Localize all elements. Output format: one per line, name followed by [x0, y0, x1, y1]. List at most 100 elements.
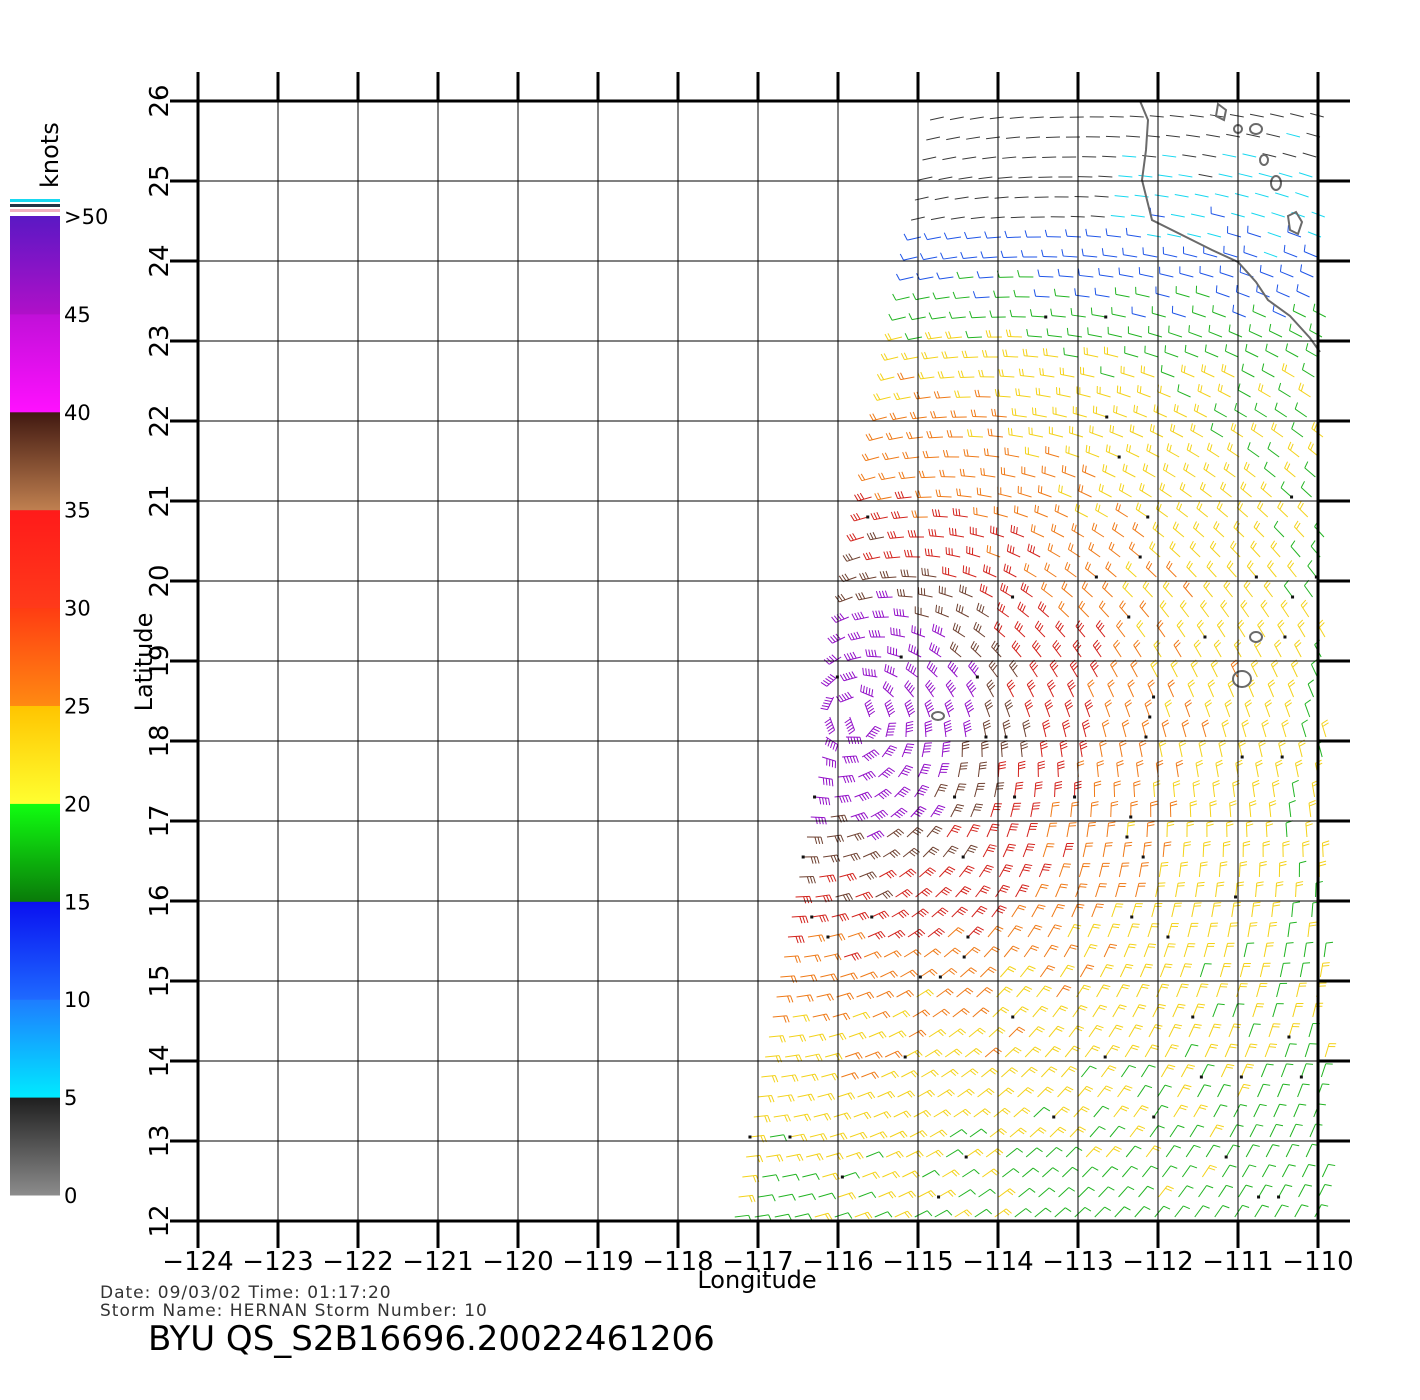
- wind-barb-feather: [1151, 662, 1158, 668]
- wind-barb: [1206, 566, 1217, 578]
- wind-barb: [1199, 605, 1210, 618]
- wind-barb: [886, 556, 901, 559]
- wind-barb-feather: [933, 812, 941, 816]
- wind-barb: [1037, 1086, 1048, 1098]
- wind-barb: [1044, 354, 1059, 358]
- wind-barb-feather: [1310, 540, 1316, 547]
- wind-barb: [1005, 1147, 1018, 1158]
- wind-barb-feather: [1005, 329, 1009, 337]
- wind-barb-feather: [951, 1171, 958, 1177]
- wind-barb: [1095, 625, 1106, 638]
- wind-barb: [1186, 566, 1197, 578]
- wind-barb: [963, 723, 967, 738]
- wind-barb-feather: [861, 793, 867, 801]
- wind-barb-feather: [1283, 244, 1286, 252]
- wind-barb: [1196, 983, 1202, 998]
- wind-barb: [950, 647, 962, 658]
- wind-barb: [915, 612, 929, 618]
- wind-barb-feather: [935, 489, 939, 497]
- wind-barb-feather: [954, 645, 959, 653]
- wind-barb-feather: [899, 929, 906, 936]
- wind-barb-feather: [1114, 642, 1121, 649]
- wind-barb: [993, 1107, 1005, 1118]
- wind-barb-feather: [887, 890, 894, 897]
- wind-barb-feather: [862, 685, 865, 693]
- wind-barb: [1237, 1084, 1245, 1098]
- wind-barb-feather: [918, 490, 922, 498]
- wind-barb-feather: [1082, 722, 1090, 727]
- wind-barb-feather: [1083, 725, 1091, 730]
- wind-barb-feather: [892, 970, 898, 977]
- wind-barb-feather: [1108, 682, 1115, 688]
- wind-barb-feather: [929, 430, 933, 438]
- wind-barb-feather: [899, 253, 904, 261]
- wind-barb-feather: [1255, 759, 1263, 764]
- wind-barb-feather: [1262, 1204, 1269, 1208]
- wind-barb-feather: [858, 592, 863, 600]
- wind-barb: [1017, 607, 1030, 618]
- wind-barb-feather: [1005, 349, 1008, 357]
- wind-barb-feather: [871, 630, 875, 638]
- wind-barb-feather: [1178, 503, 1183, 511]
- wind-barb: [1067, 684, 1075, 698]
- wind-barb-feather: [1201, 364, 1204, 372]
- wind-barb: [1109, 1125, 1120, 1138]
- wind-barb-feather: [895, 830, 902, 836]
- wind-barb-feather: [1202, 722, 1210, 727]
- wind-barb: [1189, 114, 1204, 118]
- wind-barb-feather: [903, 352, 908, 360]
- wind-barb-feather: [930, 1071, 937, 1077]
- wind-barb-feather: [906, 569, 909, 577]
- wind-barb: [876, 396, 891, 401]
- wind-barb-feather: [935, 948, 942, 954]
- wind-barb-feather: [907, 1091, 913, 1098]
- wind-barb: [1261, 369, 1275, 378]
- wind-barb-feather: [1052, 804, 1060, 807]
- wind-barb-feather: [870, 770, 876, 778]
- wind-barb-feather: [904, 680, 910, 687]
- wind-barb-feather: [1055, 1028, 1063, 1032]
- wind-barb: [1087, 924, 1095, 938]
- wind-barb: [952, 629, 966, 638]
- wind-barb-feather: [1077, 1128, 1084, 1133]
- wind-barb: [909, 1130, 923, 1138]
- wind-barb-feather: [1125, 464, 1128, 473]
- wind-barb-feather: [873, 952, 879, 959]
- wind-barb: [1083, 255, 1098, 258]
- wind-barb-feather: [1025, 985, 1033, 990]
- wind-barb-feather: [1068, 682, 1075, 688]
- wind-barb: [902, 1170, 916, 1178]
- wind-barb: [1110, 214, 1125, 218]
- wind-barb: [904, 1049, 918, 1058]
- wind-barb-feather: [1041, 249, 1044, 257]
- wind-barb: [973, 628, 986, 638]
- wind-barb: [1180, 1064, 1189, 1078]
- wind-barb-feather: [951, 968, 958, 974]
- wind-barb: [1124, 352, 1139, 358]
- wind-barb: [788, 1034, 803, 1038]
- wind-barb: [1215, 763, 1219, 778]
- wind-barb-feather: [832, 742, 836, 750]
- wind-barb-feather: [1069, 946, 1077, 950]
- wind-barb-feather: [1091, 801, 1099, 804]
- wind-barb-feather: [1105, 1085, 1113, 1090]
- wind-barb: [1237, 624, 1246, 638]
- wind-barb-feather: [886, 992, 892, 999]
- wind-barb-feather: [1169, 444, 1172, 452]
- wind-barb: [824, 953, 838, 958]
- wind-barb: [1030, 803, 1034, 818]
- wind-barb-feather: [1058, 600, 1063, 608]
- wind-barb-feather: [1105, 228, 1108, 236]
- wind-barb: [1098, 175, 1113, 178]
- wind-barb-feather: [1221, 719, 1229, 725]
- wind-barb-feather: [1020, 743, 1028, 747]
- wind-barb-feather: [1046, 564, 1050, 572]
- wind-barb-feather: [1034, 1046, 1042, 1051]
- wind-barb-feather: [1070, 944, 1079, 948]
- wind-barb-feather: [1173, 639, 1180, 646]
- wind-barb-feather: [1266, 823, 1274, 827]
- wind-barb: [1054, 1207, 1066, 1218]
- wind-barb-feather: [1133, 780, 1141, 784]
- wind-barb-feather: [870, 853, 876, 860]
- wind-barb: [957, 763, 962, 778]
